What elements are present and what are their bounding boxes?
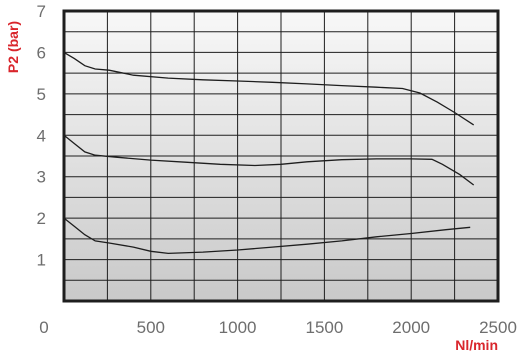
- x-tick-labels: 0 500 1000 1500 2000 2500: [39, 318, 517, 337]
- y-tick-label: 6: [37, 43, 46, 62]
- y-tick-label: 3: [37, 168, 46, 187]
- y-tick-label: 7: [37, 2, 46, 21]
- x-tick-label: 1000: [219, 318, 257, 337]
- x-tick-label: 1500: [305, 318, 343, 337]
- x-tick-label: 2000: [392, 318, 430, 337]
- y-tick-label: 4: [37, 126, 46, 145]
- y-tick-label: 1: [37, 251, 46, 270]
- y-tick-label: 2: [37, 209, 46, 228]
- x-tick-label: 0: [39, 318, 48, 337]
- y-axis-title: P2 (bar): [5, 21, 21, 73]
- series-lines: [63, 51, 475, 255]
- x-tick-label: 2500: [479, 318, 517, 337]
- x-tick-label: 500: [137, 318, 165, 337]
- series-line-1: [63, 51, 475, 126]
- plot-frame: [62, 9, 500, 303]
- grid: [64, 11, 498, 301]
- x-axis-title: Nl/min: [455, 337, 498, 353]
- y-tick-label: 5: [37, 85, 46, 104]
- series-line-2: [63, 134, 475, 186]
- series-line-3: [63, 217, 471, 255]
- y-tick-labels: 1 2 3 4 5 6 7: [37, 2, 46, 270]
